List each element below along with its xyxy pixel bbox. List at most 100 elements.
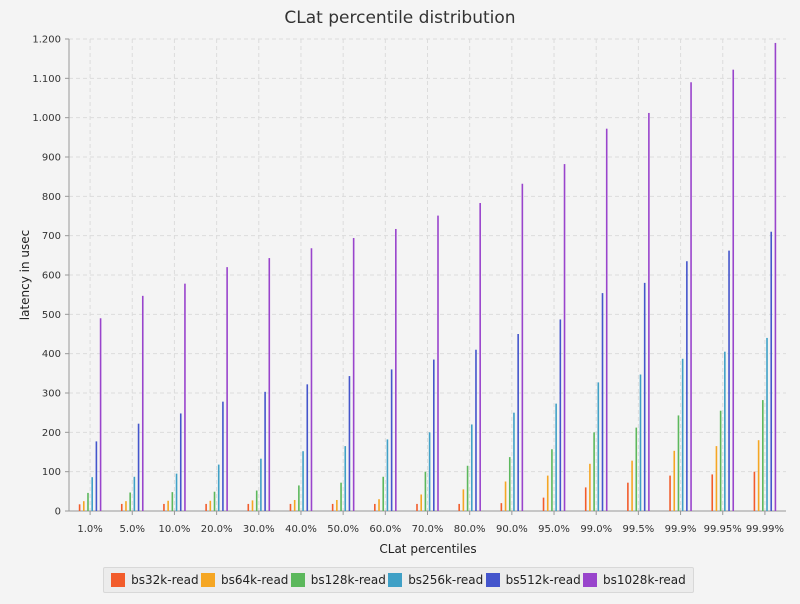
- bar-bs256k-read: [217, 464, 220, 511]
- bar-bs64k-read: [631, 460, 633, 511]
- x-tick-label: 99.5%: [622, 524, 654, 535]
- legend-swatch: [583, 573, 598, 587]
- bar-bs32k-read: [205, 503, 207, 511]
- bar-bs1028k-read: [648, 112, 650, 512]
- bar-bs128k-read: [340, 482, 342, 511]
- bar-bs64k-read: [378, 499, 380, 511]
- bar-bs1028k-read: [395, 228, 397, 512]
- bar-bs512k-read: [728, 250, 730, 511]
- bar-bs128k-read: [171, 492, 174, 511]
- legend-item[interactable]: bs64k-read: [200, 573, 289, 587]
- bar-bs256k-read: [681, 358, 684, 511]
- bar-bs32k-read: [584, 487, 587, 511]
- x-tick-label: 50.0%: [327, 524, 359, 535]
- bar-bs32k-read: [753, 471, 756, 511]
- bar-bs512k-read: [306, 384, 309, 511]
- bar-bs128k-read: [635, 427, 638, 511]
- bar-bs128k-read: [762, 400, 764, 511]
- bar-bs32k-read: [331, 503, 334, 511]
- bar-bs128k-read: [508, 457, 511, 511]
- bar-bs128k-read: [466, 465, 469, 511]
- legend-item[interactable]: bs256k-read: [388, 573, 483, 587]
- bar-bs128k-read: [298, 485, 300, 511]
- bar-bs512k-read: [137, 423, 140, 511]
- y-tick-label: 0: [55, 507, 61, 518]
- bar-bs32k-read: [711, 474, 714, 511]
- y-tick-label: 500: [42, 310, 61, 321]
- y-tick-label: 100: [42, 467, 61, 478]
- bar-bs256k-read: [428, 432, 431, 511]
- bar-bs128k-read: [593, 432, 595, 511]
- bar-bs256k-read: [344, 446, 347, 511]
- bar-bs64k-read: [589, 463, 591, 511]
- bar-bs512k-read: [686, 261, 688, 511]
- bar-bs256k-read: [470, 424, 473, 511]
- bar-bs64k-read: [757, 440, 760, 511]
- bar-bs64k-read: [420, 494, 422, 511]
- y-tick-label: 700: [42, 231, 61, 242]
- bar-bs256k-read: [639, 374, 642, 511]
- legend-item[interactable]: bs128k-read: [290, 573, 386, 587]
- bar-bs32k-read: [500, 503, 503, 511]
- bar-bs512k-read: [390, 369, 393, 511]
- x-axis-label: CLat percentiles: [379, 542, 476, 556]
- chart-title: CLat percentile distribution: [284, 8, 515, 28]
- bar-bs64k-read: [336, 499, 338, 511]
- bar-bs256k-read: [555, 403, 557, 511]
- y-tick-label: 1.000: [32, 113, 61, 124]
- bar-bs32k-read: [374, 503, 376, 511]
- bar-bs64k-read: [462, 489, 465, 511]
- legend-item[interactable]: bs512k-read: [485, 573, 581, 587]
- x-tick-label: 10.0%: [159, 524, 191, 535]
- bar-bs512k-read: [475, 349, 477, 511]
- y-tick-label: 1.100: [32, 74, 61, 85]
- legend-swatch: [388, 573, 403, 587]
- x-tick-label: 40.0%: [285, 524, 317, 535]
- x-tick-label: 1.0%: [77, 524, 102, 535]
- legend-item[interactable]: bs32k-read: [111, 573, 199, 587]
- legend-swatch: [111, 573, 126, 587]
- bar-bs128k-read: [382, 476, 385, 511]
- y-tick-label: 200: [42, 428, 61, 439]
- bar-bs512k-read: [433, 359, 435, 511]
- bar-bs256k-read: [386, 439, 389, 511]
- bar-bs32k-read: [669, 475, 671, 511]
- legend-label: bs256k-read: [408, 573, 484, 587]
- bar-bs1028k-read: [774, 42, 777, 511]
- bar-bs128k-read: [129, 492, 131, 511]
- chart-legend: bs32k-read bs64k-read bs128k-read bs256k…: [103, 567, 694, 593]
- y-tick-label: 900: [42, 153, 61, 164]
- bar-bs1028k-read: [563, 164, 566, 511]
- bar-bs256k-read: [724, 351, 726, 511]
- bar-bs256k-read: [175, 473, 178, 511]
- bar-bs128k-read: [87, 492, 89, 511]
- bar-bs32k-read: [542, 497, 545, 511]
- legend-swatch: [200, 573, 215, 587]
- y-tick-label: 600: [42, 271, 61, 282]
- bar-bs512k-read: [643, 282, 646, 511]
- bar-bs512k-read: [222, 401, 224, 511]
- bar-bs32k-read: [78, 504, 81, 511]
- bar-bs64k-read: [673, 450, 676, 511]
- x-tick-label: 99.0%: [580, 524, 612, 535]
- y-tick-label: 800: [42, 192, 61, 203]
- bar-bs256k-read: [302, 451, 304, 511]
- bar-bs64k-read: [167, 500, 169, 511]
- bar-bs32k-read: [163, 503, 165, 511]
- legend-label: bs1028k-read: [603, 573, 686, 587]
- legend-item[interactable]: bs1028k-read: [583, 573, 686, 587]
- bar-bs64k-read: [715, 446, 718, 511]
- bar-bs1028k-read: [268, 258, 271, 511]
- y-tick-label: 400: [42, 349, 61, 360]
- legend-label: bs64k-read: [220, 573, 289, 587]
- bar-bs1028k-read: [479, 203, 481, 511]
- bar-bs512k-read: [264, 391, 266, 511]
- legend-label: bs32k-read: [131, 573, 199, 587]
- x-tick-label: 5.0%: [120, 524, 145, 535]
- bar-bs512k-read: [770, 231, 773, 511]
- bar-bs256k-read: [766, 337, 768, 511]
- legend-swatch: [485, 573, 500, 587]
- legend-label: bs128k-read: [310, 573, 386, 587]
- bar-bs32k-read: [458, 503, 460, 511]
